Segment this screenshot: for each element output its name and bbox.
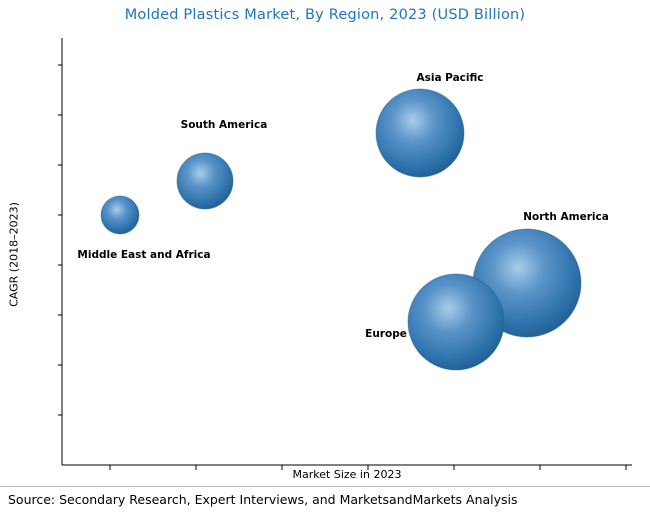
chart-title: Molded Plastics Market, By Region, 2023 … [124,7,526,23]
bubble-label-north-america: North America [523,211,609,223]
y-axis-label: CAGR (2018–2023) [7,202,21,307]
axis-ticks [58,64,627,470]
x-axis-label: Market Size in 2023 [292,468,402,481]
bubbles-layer: Middle East and Africa South America Asia … [77,72,609,371]
bubble-label-asia-pacific: Asia Pacific [416,72,483,84]
footer-divider [0,486,650,487]
bubble-label-middle-east-and-africa: Middle East and Africa [77,249,210,261]
bubble-label-south-america: South America [181,119,268,131]
bubble-south-america [176,152,234,210]
bubble-asia-pacific [375,88,465,178]
bubble-europe [407,273,505,371]
source-note: Source: Secondary Research, Expert Inter… [8,492,518,507]
bubble-middle-east-and-africa [100,195,140,235]
bubble-label-europe: Europe [365,328,407,340]
